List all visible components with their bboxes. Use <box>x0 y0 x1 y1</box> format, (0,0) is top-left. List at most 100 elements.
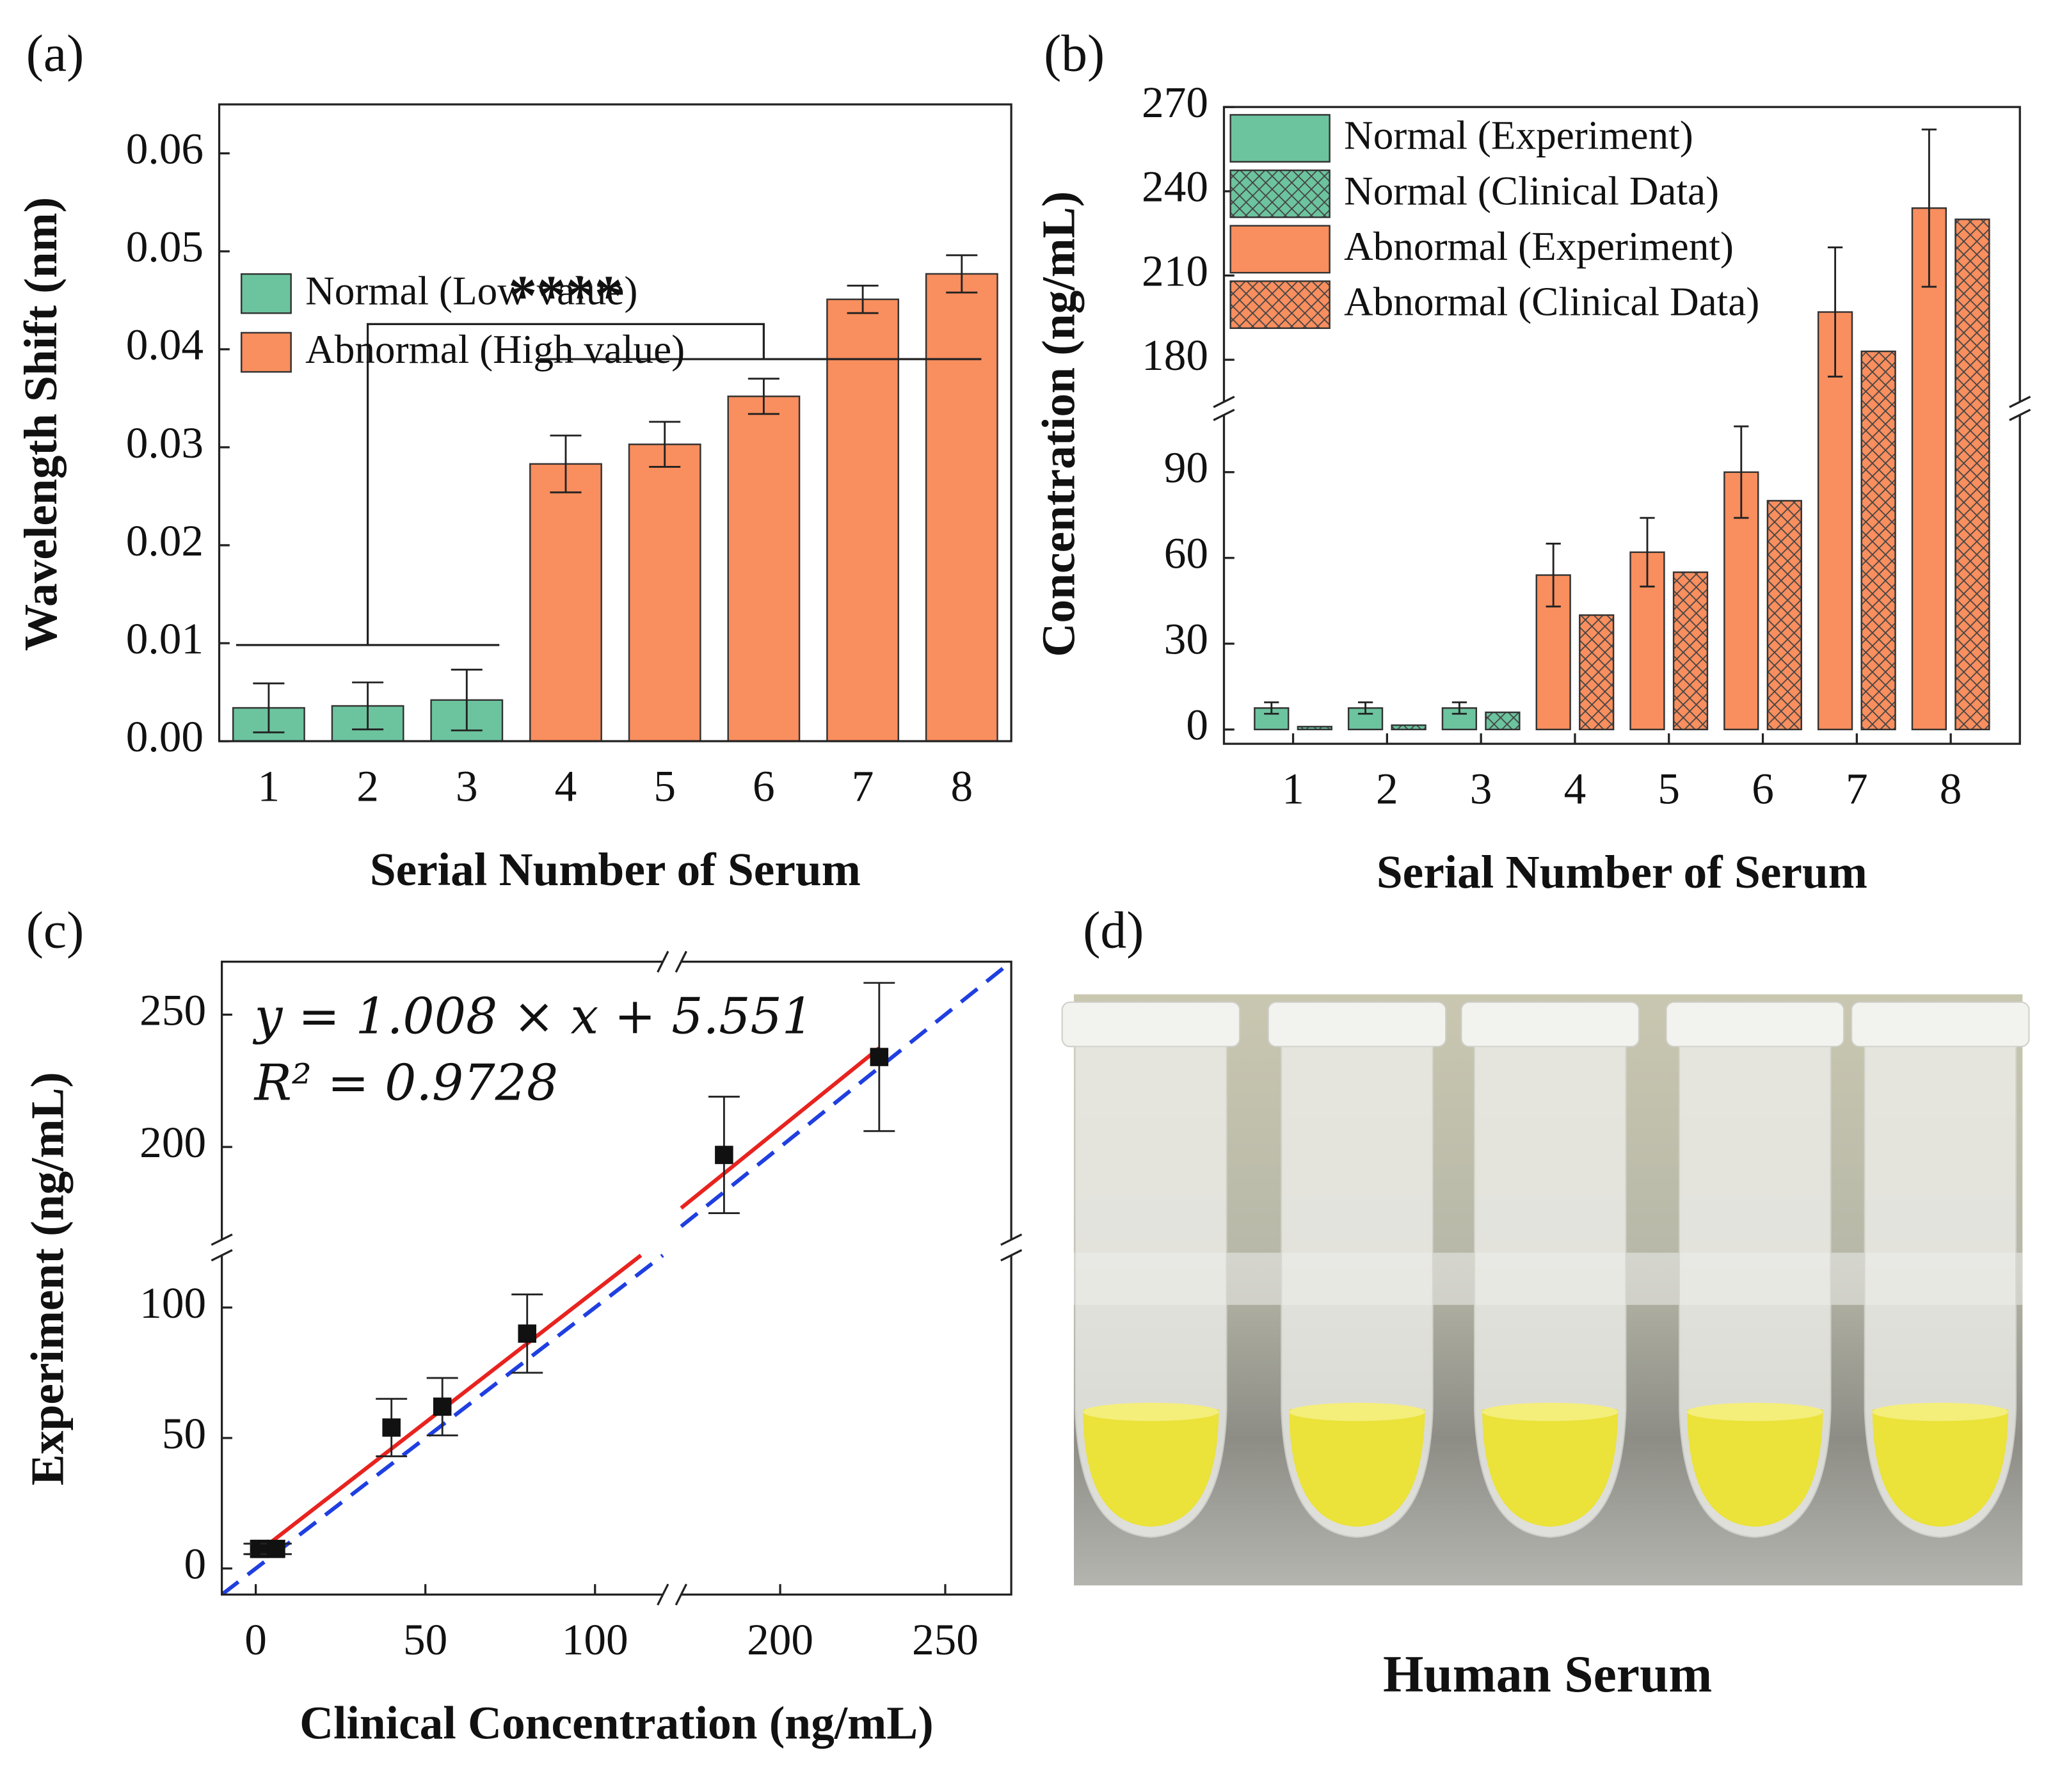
bar <box>1485 711 1521 731</box>
legend-swatch <box>1229 169 1331 218</box>
axis-break-mark <box>211 1233 233 1246</box>
y-tick-label: 90 <box>1164 443 1208 492</box>
axis-break-mark <box>2009 396 2031 408</box>
x-axis-label: Clinical Concentration (ng/mL) <box>300 1697 934 1748</box>
error-bar <box>550 435 582 493</box>
serum-surface <box>1083 1402 1219 1421</box>
bar <box>1817 311 1853 731</box>
x-axis-label: Serial Number of Serum <box>1377 846 1867 898</box>
point <box>433 1397 452 1416</box>
x-tick-label: 3 <box>456 761 478 810</box>
y-tick-label: 30 <box>1164 614 1208 664</box>
x-tick-label: 4 <box>1564 764 1586 813</box>
error-bar <box>1640 516 1655 588</box>
axis-break-mark <box>1000 1233 1023 1246</box>
x-tick-label: 8 <box>950 761 973 810</box>
point <box>870 1048 889 1066</box>
serum-liquid <box>1872 1409 2008 1527</box>
x-tick-label: 3 <box>1470 764 1492 813</box>
tube-cap <box>1460 1001 1640 1048</box>
plot-frame <box>1222 106 2021 745</box>
x-tick-label: 2 <box>356 761 379 810</box>
x-tick-label: 200 <box>747 1615 813 1664</box>
point <box>382 1418 401 1437</box>
axis-break-gap <box>2009 401 2031 415</box>
legend-swatch <box>1229 114 1331 163</box>
equation: R² = 0.9728 <box>253 1054 559 1112</box>
y-axis-label: Experiment (ng/mL) <box>21 1072 73 1485</box>
axis-break-mark <box>675 1583 687 1606</box>
error-bar <box>352 681 384 731</box>
y-tick-label: 50 <box>162 1409 206 1458</box>
bar <box>925 273 998 742</box>
error-bar <box>747 378 779 415</box>
error-bar <box>847 284 879 314</box>
serum-liquid <box>1687 1409 1823 1527</box>
x-tick-label: 1 <box>258 761 280 810</box>
y-tick-label: 0.04 <box>126 320 204 369</box>
error-bar <box>451 668 483 732</box>
x-tick-label: 100 <box>562 1615 628 1664</box>
axis-break-mark <box>657 1583 669 1606</box>
x-tick-label: 4 <box>555 761 577 810</box>
error-bar <box>1264 701 1279 715</box>
legend-label: Normal (Clinical Data) <box>1344 168 1719 213</box>
legend-label: Abnormal (Clinical Data) <box>1344 280 1759 324</box>
bar <box>727 396 801 742</box>
axis-break-mark <box>1213 396 1235 408</box>
photo-caption: Human Serum <box>1383 1645 1712 1703</box>
point <box>518 1324 536 1343</box>
y-tick-label: 180 <box>1142 330 1208 380</box>
panel-label: (a) <box>26 24 84 82</box>
x-tick-label: 1 <box>1282 764 1304 813</box>
bar <box>1297 726 1332 731</box>
bar <box>628 444 701 742</box>
y-tick-label: 0.02 <box>126 516 204 565</box>
error-bar <box>1734 425 1749 519</box>
y-tick-label: 0.06 <box>126 124 204 173</box>
y-tick-label: 270 <box>1142 77 1208 127</box>
error-bar <box>1357 701 1373 715</box>
error-bar <box>1451 701 1467 715</box>
legend-swatch <box>240 332 292 373</box>
axis-break-mark <box>1213 408 1235 421</box>
bar <box>1766 500 1802 731</box>
error-bar <box>649 420 681 468</box>
plot-frame <box>218 103 1012 742</box>
serum-surface <box>1872 1402 2008 1421</box>
x-tick-label: 0 <box>244 1615 267 1664</box>
x-tick-label: 250 <box>912 1615 979 1664</box>
tube-cap <box>1851 1001 2030 1048</box>
bar <box>1911 207 1947 731</box>
bar <box>1672 571 1709 731</box>
serum-surface <box>1482 1402 1618 1421</box>
x-tick-label: 6 <box>753 761 775 810</box>
y-tick-label: 0.05 <box>126 222 204 271</box>
significance-label: **** <box>508 264 623 328</box>
serum-surface <box>1687 1402 1823 1421</box>
bar <box>529 463 602 742</box>
axis-break-mark <box>211 1249 233 1262</box>
point <box>267 1539 285 1558</box>
bar <box>826 298 900 742</box>
x-tick-label: 7 <box>852 761 874 810</box>
axis-break-gap <box>1000 1239 1022 1256</box>
y-tick-label: 250 <box>140 985 206 1034</box>
legend-label: Abnormal (Experiment) <box>1344 224 1734 269</box>
significance-bracket <box>236 323 982 646</box>
y-tick-label: 0 <box>184 1539 207 1588</box>
serum-surface <box>1289 1402 1425 1421</box>
panel-label: (b) <box>1044 24 1105 82</box>
y-tick-label: 200 <box>140 1117 206 1167</box>
axis-break-gap <box>1213 401 1235 415</box>
serum-liquid <box>1289 1409 1425 1527</box>
x-tick-label: 2 <box>1376 764 1398 813</box>
axis-break-mark <box>1000 1249 1023 1262</box>
y-axis-label: Wavelength Shift (nm) <box>15 197 67 651</box>
legend-label: Abnormal (High value) <box>305 327 685 372</box>
x-tick-label: 6 <box>1752 764 1774 813</box>
plot-frame <box>220 961 1012 1596</box>
y-tick-label: 60 <box>1164 529 1208 578</box>
serum-liquid <box>1083 1409 1219 1527</box>
